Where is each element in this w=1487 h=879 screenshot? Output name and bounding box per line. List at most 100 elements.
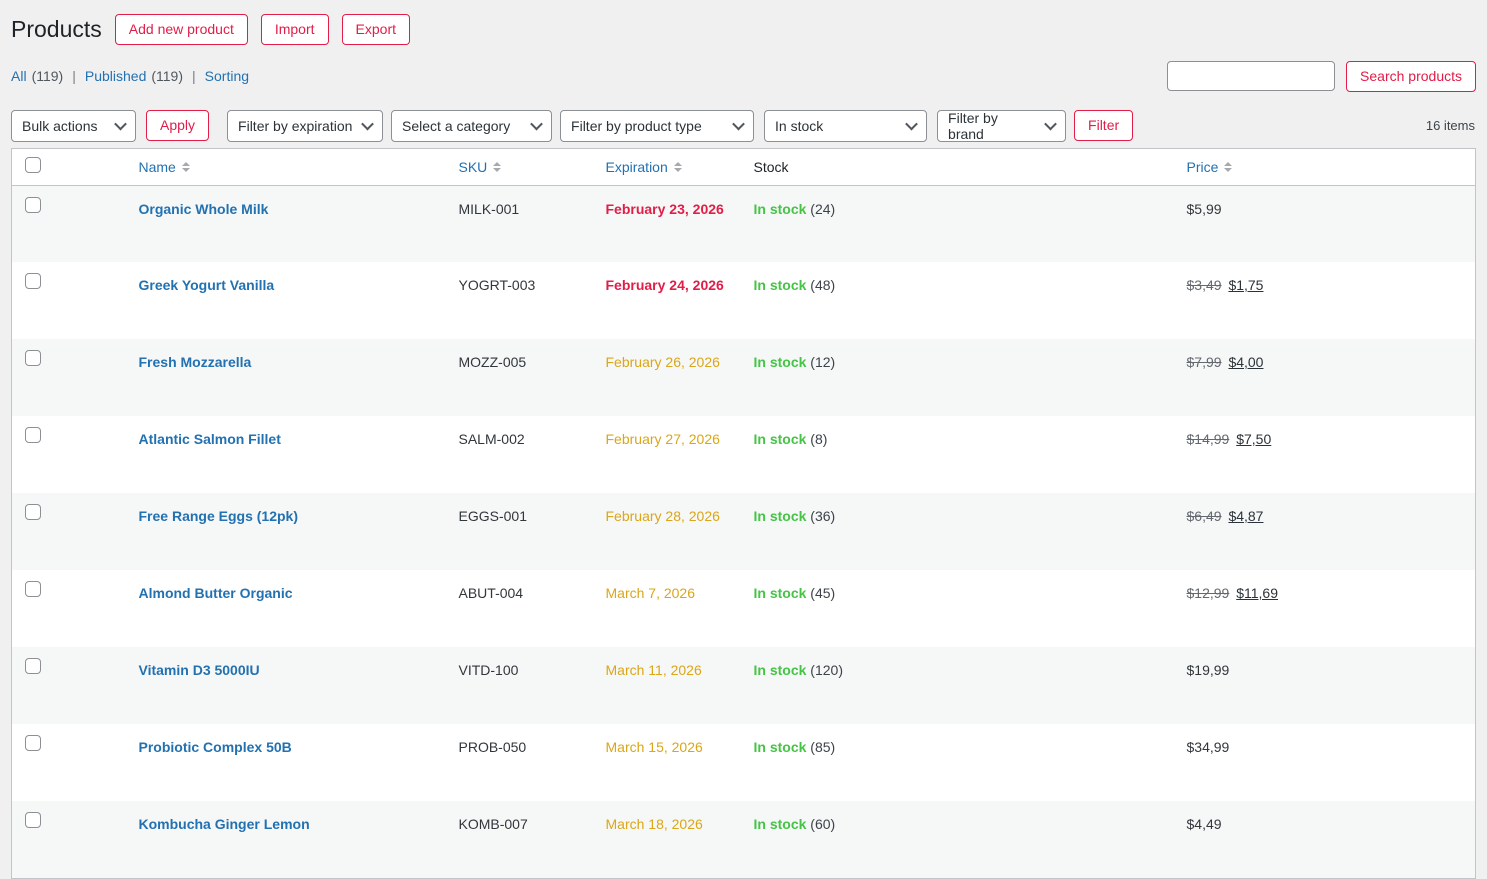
stock-count: (24) (810, 200, 836, 217)
product-expiration-date: March 7, 2026 (605, 585, 696, 602)
product-name-link[interactable]: Free Range Eggs (12pk) (138, 508, 299, 525)
view-all: All (119) (11, 68, 63, 84)
product-name-link[interactable]: Greek Yogurt Vanilla (138, 277, 275, 294)
chevron-down-icon (530, 118, 543, 131)
row-checkbox[interactable] (25, 658, 41, 675)
filter-button[interactable]: Filter (1074, 110, 1134, 142)
bulk-actions-select[interactable]: Bulk actions (11, 109, 136, 142)
sort-by-name-link[interactable]: Name (139, 159, 190, 175)
view-sorting-link[interactable]: Sorting (204, 68, 250, 85)
product-row: Greek Yogurt Vanilla YOGRT-003 February 24… (11, 262, 1476, 340)
stock-status: In stock (753, 431, 807, 448)
view-filters: All (119) | Published (119) | Sorting (11, 68, 249, 84)
chevron-down-icon (361, 118, 374, 131)
add-new-product-button[interactable]: Add new product (114, 14, 248, 45)
product-row: Free Range Eggs (12pk) EGGS-001 February 2… (11, 493, 1476, 571)
products-table: Name SKU Expiration Stock (11, 147, 1476, 879)
filter-by-expiration-select[interactable]: Filter by expiration (227, 109, 384, 142)
stock-status: In stock (753, 354, 807, 371)
product-name-link[interactable]: Almond Butter Organic (138, 585, 293, 602)
product-row: Fresh Mozzarella MOZZ-005 February 26, 202… (11, 339, 1476, 417)
column-header-expiration: Expiration (595, 148, 744, 186)
search-products-button[interactable]: Search products (1346, 60, 1476, 92)
product-sku: EGGS-001 (458, 508, 527, 525)
import-button[interactable]: Import (260, 14, 329, 45)
product-sku: VITD-100 (458, 662, 519, 679)
brand-select[interactable]: Filter by brand (937, 109, 1067, 142)
product-type-select[interactable]: Filter by product type (560, 109, 755, 142)
product-sku: ABUT-004 (458, 585, 524, 602)
view-separator: | (72, 68, 76, 85)
products-table-header: Name SKU Expiration Stock (11, 148, 1476, 186)
product-row: Atlantic Salmon Fillet SALM-002 February 2… (11, 416, 1476, 494)
stock-status: In stock (753, 816, 807, 833)
product-expiration-date: February 27, 2026 (605, 431, 720, 448)
stock-status: In stock (753, 739, 807, 756)
category-select-label: Select a category (402, 117, 511, 134)
row-checkbox[interactable] (25, 350, 41, 367)
product-sku: MOZZ-005 (458, 354, 527, 371)
product-expiration-date: March 11, 2026 (605, 662, 702, 679)
sort-by-sku-link[interactable]: SKU (459, 159, 502, 175)
product-expiration-date: February 28, 2026 (605, 508, 720, 525)
stock-status: In stock (753, 662, 807, 679)
stock-count: (8) (810, 431, 828, 448)
product-price: $19,99 (1186, 662, 1230, 679)
product-name-link[interactable]: Probiotic Complex 50B (138, 739, 292, 756)
view-sorting: Sorting (205, 68, 249, 84)
sale-price: $4,00 (1228, 354, 1264, 371)
column-header-price: Price (1176, 148, 1476, 186)
sort-by-expiration-link[interactable]: Expiration (606, 159, 682, 175)
category-select[interactable]: Select a category (391, 109, 553, 142)
row-checkbox[interactable] (25, 273, 41, 290)
row-checkbox[interactable] (25, 196, 41, 213)
select-all-checkbox[interactable] (25, 157, 41, 174)
product-sku: SALM-002 (458, 431, 525, 448)
product-type-label: Filter by product type (571, 117, 702, 134)
stock-status-select[interactable]: In stock (764, 109, 928, 142)
views-and-search-row: All (119) | Published (119) | Sorting Sear… (11, 60, 1476, 92)
sort-arrows-icon (181, 161, 190, 172)
sort-arrows-icon (1224, 161, 1233, 172)
stock-count: (85) (810, 739, 836, 756)
product-sku: MILK-001 (458, 200, 520, 217)
regular-price-strikethrough: $7,99 (1186, 354, 1222, 371)
stock-status: In stock (753, 585, 807, 602)
view-published-link[interactable]: Published (84, 68, 147, 85)
row-checkbox[interactable] (25, 504, 41, 521)
product-price: $34,99 (1186, 739, 1230, 756)
product-row: Probiotic Complex 50B PROB-050 March 15, 2… (11, 724, 1476, 802)
stock-count: (48) (810, 277, 836, 294)
regular-price-strikethrough: $14,99 (1186, 431, 1230, 448)
apply-button[interactable]: Apply (146, 110, 210, 142)
product-name-link[interactable]: Kombucha Ginger Lemon (138, 816, 310, 833)
stock-count: (12) (810, 354, 836, 371)
row-checkbox[interactable] (25, 581, 41, 598)
sort-by-price-link[interactable]: Price (1187, 159, 1233, 175)
stock-count: (120) (810, 662, 843, 679)
view-all-link[interactable]: All (11, 68, 27, 85)
row-checkbox[interactable] (25, 812, 41, 829)
search-box: Search products (1167, 60, 1476, 92)
regular-price-strikethrough: $6,49 (1186, 508, 1222, 525)
product-name-link[interactable]: Atlantic Salmon Fillet (138, 431, 281, 448)
product-name-link[interactable]: Organic Whole Milk (138, 200, 269, 217)
items-count: 16 items (1425, 118, 1475, 134)
row-checkbox[interactable] (25, 427, 41, 444)
product-expiration-date: February 24, 2026 (605, 277, 724, 294)
stock-status: In stock (753, 200, 807, 217)
page-header: Products Add new product Import Export (11, 14, 1476, 45)
product-name-link[interactable]: Vitamin D3 5000IU (138, 662, 260, 679)
sale-price: $7,50 (1236, 431, 1272, 448)
stock-status: In stock (753, 277, 807, 294)
product-name-link[interactable]: Fresh Mozzarella (138, 354, 252, 371)
column-header-stock: Stock (743, 148, 1177, 186)
product-sku: YOGRT-003 (458, 277, 536, 294)
export-button[interactable]: Export (341, 14, 410, 45)
products-table-body: Organic Whole Milk MILK-001 February 23, 2… (11, 185, 1476, 879)
product-sku: KOMB-007 (458, 816, 528, 833)
search-input[interactable] (1167, 61, 1336, 92)
sale-price: $11,69 (1236, 585, 1278, 602)
row-checkbox[interactable] (25, 735, 41, 752)
